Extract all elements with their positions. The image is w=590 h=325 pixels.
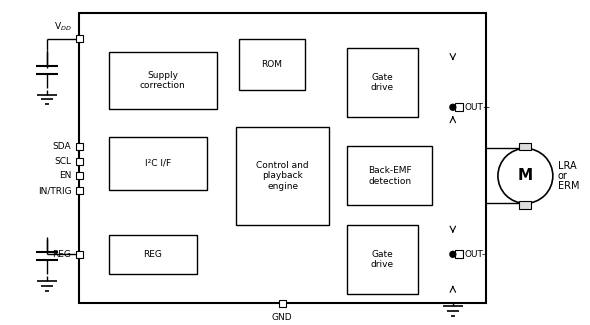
Text: OUT-: OUT- [464,250,486,259]
Bar [76,187,83,194]
Bar [239,39,305,90]
Text: SDA: SDA [53,142,71,151]
Text: REG: REG [53,250,71,259]
Text: ERM: ERM [558,181,579,191]
Text: SCL: SCL [54,157,71,166]
Bar [109,235,197,274]
Text: Back-EMF
detection: Back-EMF detection [368,166,411,186]
Text: M: M [518,168,533,183]
Bar [347,48,418,117]
Text: ROM: ROM [261,59,283,69]
Text: I²C I/F: I²C I/F [145,159,171,168]
Circle shape [498,149,553,203]
Bar [236,127,329,225]
Bar [79,13,486,303]
Bar [76,158,83,165]
Bar [76,173,83,179]
Bar [455,250,463,258]
Text: Supply
correction: Supply correction [140,71,185,90]
Text: OUT+: OUT+ [464,103,491,112]
Text: Control and
playback
engine: Control and playback engine [257,161,309,191]
Text: Gate
drive: Gate drive [371,250,394,269]
Bar [455,103,463,111]
Text: Gate
drive: Gate drive [371,73,394,92]
Bar [76,251,83,258]
Text: REG: REG [143,250,162,259]
Circle shape [450,104,456,110]
Text: GND: GND [272,313,293,322]
Bar [109,137,206,189]
Bar [347,225,418,293]
Text: or: or [558,171,568,181]
Bar [520,202,531,209]
Bar [76,35,83,42]
Text: EN: EN [59,171,71,180]
Bar [109,52,217,109]
Bar [520,143,531,150]
Text: LRA: LRA [558,161,576,171]
Circle shape [450,251,456,257]
Bar [76,143,83,150]
Bar [347,147,432,205]
Bar [279,300,286,307]
Text: IN/TRIG: IN/TRIG [38,186,71,195]
Text: V$_{DD}$: V$_{DD}$ [54,20,71,33]
